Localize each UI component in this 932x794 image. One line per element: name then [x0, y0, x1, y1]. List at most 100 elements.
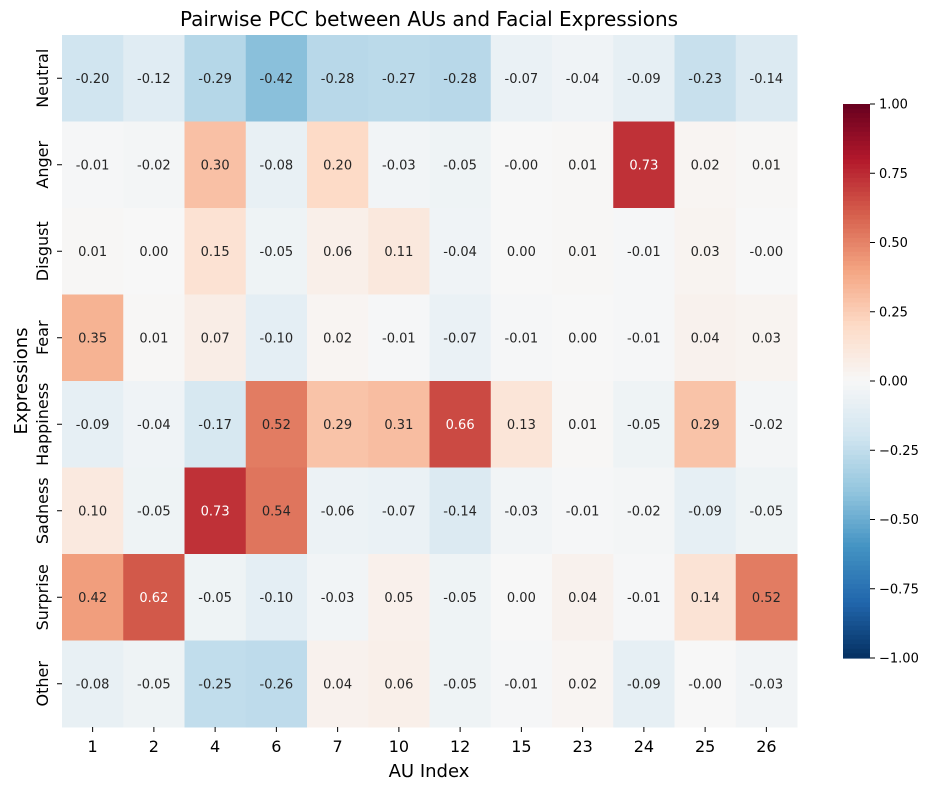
cell-value-label: -0.07: [382, 504, 416, 519]
heatmap-cell: [62, 554, 124, 641]
heatmap-cell: [307, 467, 369, 555]
colorbar-segment: [843, 547, 870, 553]
heatmap-cell: [490, 381, 553, 468]
heatmap-cell: [245, 467, 308, 555]
heatmap-cell: [62, 208, 124, 295]
colorbar-segment: [843, 533, 870, 539]
heatmap-cell: [490, 121, 553, 209]
x-tick-label: 6: [271, 737, 281, 756]
colorbar-segment: [843, 270, 870, 276]
cell-value-label: -0.07: [443, 331, 477, 346]
y-tick-label: Surprise: [33, 564, 52, 630]
colorbar-segment: [843, 385, 870, 391]
cell-value-label: -0.02: [627, 504, 661, 519]
colorbar-segment: [843, 320, 870, 327]
cell-value-label: -0.26: [260, 677, 294, 692]
colorbar-segment: [843, 574, 870, 581]
colorbar-tick-label: −0.50: [879, 513, 919, 528]
colorbar-segment: [843, 597, 870, 604]
cell-value-label: -0.01: [76, 158, 110, 173]
colorbar-segment: [843, 496, 870, 502]
cell-value-label: 0.01: [78, 245, 107, 260]
colorbar-segment: [843, 607, 870, 613]
colorbar-segment: [843, 487, 870, 493]
heatmap-cell: [490, 554, 553, 641]
heatmap-cell: [674, 35, 737, 122]
heatmap-cell: [429, 35, 492, 122]
heatmap-cell: [613, 35, 675, 122]
colorbar-segment: [843, 297, 870, 304]
colorbar-segment: [843, 311, 870, 317]
heatmap-cell: [613, 294, 675, 382]
heatmap-cell: [184, 467, 247, 555]
cell-value-label: 0.00: [568, 331, 597, 346]
cell-value-label: -0.00: [505, 158, 539, 173]
cell-value-label: 0.11: [384, 245, 413, 260]
x-tick-label: 25: [695, 737, 715, 756]
y-tick-label: Fear: [33, 320, 52, 355]
heatmap-cell: [429, 381, 492, 468]
heatmap-cell: [490, 294, 553, 382]
cell-value-label: -0.42: [260, 72, 294, 87]
cell-value-label: -0.05: [443, 677, 477, 692]
y-tick-label: Disgust: [33, 221, 52, 281]
cell-value-label: -0.23: [688, 72, 722, 87]
colorbar-segment: [843, 159, 870, 165]
cell-value-label: -0.29: [198, 72, 232, 87]
colorbar-segment: [843, 196, 870, 202]
colorbar-segment: [843, 542, 870, 548]
cell-value-label: -0.05: [137, 504, 171, 519]
heatmap-cell: [245, 35, 308, 122]
colorbar-segment: [843, 164, 870, 170]
colorbar-segment: [843, 450, 870, 456]
cell-value-label: 0.04: [323, 677, 352, 692]
cell-value-label: -0.27: [382, 72, 416, 87]
cell-value-label: 0.01: [568, 158, 597, 173]
colorbar-segment: [843, 441, 870, 447]
colorbar-segment: [843, 653, 870, 659]
heatmap-cell: [307, 640, 369, 728]
colorbar-segment: [843, 136, 870, 142]
y-axis-ticks: Neutral Anger Disgust Fear Happiness Sadness S…: [33, 49, 62, 706]
colorbar-segment: [843, 464, 870, 470]
cell-value-label: -0.04: [566, 72, 600, 87]
heatmap-cell: [184, 121, 247, 209]
cell-value-label: 0.14: [691, 591, 720, 606]
heatmap-cell: [674, 208, 737, 295]
colorbar-segment: [843, 224, 870, 230]
heatmap-cell: [613, 381, 675, 468]
colorbar-segment: [843, 417, 870, 424]
y-tick-label: Anger: [33, 141, 52, 189]
colorbar-segment: [843, 431, 870, 437]
colorbar-segment: [843, 625, 870, 631]
colorbar-segment: [843, 579, 870, 585]
cell-value-label: -0.09: [688, 504, 722, 519]
cell-value-label: -0.14: [443, 504, 477, 519]
cell-value-label: 0.00: [507, 245, 536, 260]
heatmap-cell: [552, 554, 614, 641]
cell-value-label: -0.28: [321, 72, 355, 87]
colorbar-segment: [843, 210, 870, 216]
cell-value-label: -0.02: [750, 418, 784, 433]
cell-value-label: -0.08: [260, 158, 294, 173]
colorbar-segment: [843, 510, 870, 516]
colorbar-segment: [843, 293, 870, 299]
x-axis-ticks: 1 2 4 6 7 10 12 15 23 24 25 26: [88, 727, 777, 756]
cell-value-label: 0.52: [752, 591, 781, 606]
heatmap-cell: [735, 640, 798, 728]
colorbar-tick-label: 0.75: [879, 167, 908, 182]
heatmap-cell: [735, 121, 798, 209]
cell-value-label: -0.03: [750, 677, 784, 692]
cell-value-label: -0.09: [76, 418, 110, 433]
colorbar-segment: [843, 104, 870, 110]
cell-value-label: -0.10: [260, 591, 294, 606]
heatmap-cell: [735, 35, 798, 122]
heatmap-cell: [368, 208, 430, 295]
cell-value-label: 0.03: [691, 245, 720, 260]
colorbar-segment: [843, 325, 870, 331]
colorbar-segment: [843, 260, 870, 267]
colorbar-segment: [843, 611, 870, 618]
cell-value-label: -0.02: [137, 158, 171, 173]
colorbar-segment: [843, 468, 870, 474]
cell-value-label: -0.05: [137, 677, 171, 692]
